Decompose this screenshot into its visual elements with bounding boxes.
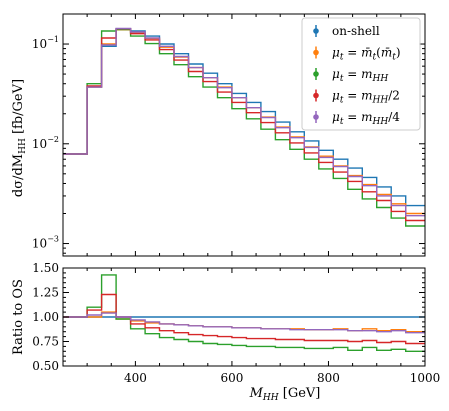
y-axis-label-ratio: Ratio to OS xyxy=(11,279,26,355)
y-tick-base: 10 xyxy=(32,237,47,251)
ratio-y-tick-label: 1.50 xyxy=(32,261,59,275)
legend-label-0: on-shell xyxy=(332,24,380,38)
legend-box xyxy=(301,17,421,131)
legend-label-3: μt = mHH/2 xyxy=(332,89,400,106)
legend-label-part: ) xyxy=(396,46,401,60)
x-tick-label: 600 xyxy=(220,371,243,385)
legend-label-part: = xyxy=(343,89,361,103)
ratio-y-tick-label: 1.25 xyxy=(32,286,59,300)
y-tick-label: 10−1 xyxy=(32,35,59,51)
legend-label-1: μt = m̄t(m̄t) xyxy=(332,46,401,63)
legend-label-part: μ xyxy=(332,46,340,60)
legend-label-part: μ xyxy=(332,89,340,103)
legend-marker-0 xyxy=(313,28,319,34)
series-line-4 xyxy=(63,27,425,217)
legend-label-part: t xyxy=(340,96,344,106)
y-tick-label: 10−2 xyxy=(32,135,59,151)
legend-label-part: m xyxy=(361,67,372,81)
legend-label-part: m̄ xyxy=(361,46,372,60)
legend-label-part: /2 xyxy=(388,89,400,103)
legend-label-part: t xyxy=(340,53,344,63)
legend-label-part: ( xyxy=(376,46,381,60)
legend-marker-1 xyxy=(313,49,319,56)
legend-label-part: = xyxy=(343,46,361,60)
ratio-y-tick-label: 0.50 xyxy=(32,359,59,373)
legend-label-2: μt = mHH xyxy=(332,67,388,84)
legend-label-part: t xyxy=(373,53,377,63)
y-tick-base: 10 xyxy=(32,37,47,51)
ratio-series-line-1 xyxy=(63,311,425,333)
y-axis-label-main: dσ/dMHH [fb/GeV] xyxy=(11,79,28,197)
y-tick-label: 10−3 xyxy=(32,235,59,251)
legend-label-text: on-shell xyxy=(332,24,380,38)
legend-label-part: HH xyxy=(372,74,389,84)
main-plot-area: 10−110−210−3 xyxy=(32,13,426,257)
legend-label-part: HH xyxy=(372,117,389,127)
legend-label-part: t xyxy=(340,74,344,84)
legend-label-part: m xyxy=(361,89,372,103)
legend-label-part: μ xyxy=(332,110,340,124)
legend-label-part: = xyxy=(343,110,361,124)
ratio-y-tick-label: 1.00 xyxy=(32,310,59,324)
x-tick-label: 400 xyxy=(124,371,147,385)
legend-label-part: m̄ xyxy=(381,46,392,60)
y-tick-base: 10 xyxy=(32,137,47,151)
x-tick-label: 800 xyxy=(317,371,340,385)
legend-label-part: t xyxy=(340,117,344,127)
legend-marker-2 xyxy=(313,71,319,77)
ratio-series-line-4 xyxy=(63,312,425,334)
y-tick-exponent: −2 xyxy=(47,135,59,144)
legend-label-part: /4 xyxy=(388,110,400,124)
legend-label-part: m xyxy=(361,110,372,124)
legend-label-part: HH xyxy=(372,96,389,106)
legend-marker-3 xyxy=(313,92,319,99)
main-frame xyxy=(62,13,426,257)
y-tick-exponent: −1 xyxy=(47,35,59,44)
legend-marker-4 xyxy=(313,114,319,120)
legend-label-part: μ xyxy=(332,67,340,81)
x-tick-label: 1000 xyxy=(410,371,441,385)
legend-label-part: t xyxy=(392,53,396,63)
y-tick-exponent: −3 xyxy=(47,235,59,244)
ratio-plot-area: 400 600 800 1000 1.50 1.25 1.00 0.75 0.50 xyxy=(32,261,440,385)
legend-label-part: = xyxy=(343,67,361,81)
ratio-y-tick-label: 0.75 xyxy=(32,335,59,349)
x-axis-label: MHH [GeV] xyxy=(249,386,321,403)
legend-label-4: μt = mHH/4 xyxy=(332,110,400,127)
